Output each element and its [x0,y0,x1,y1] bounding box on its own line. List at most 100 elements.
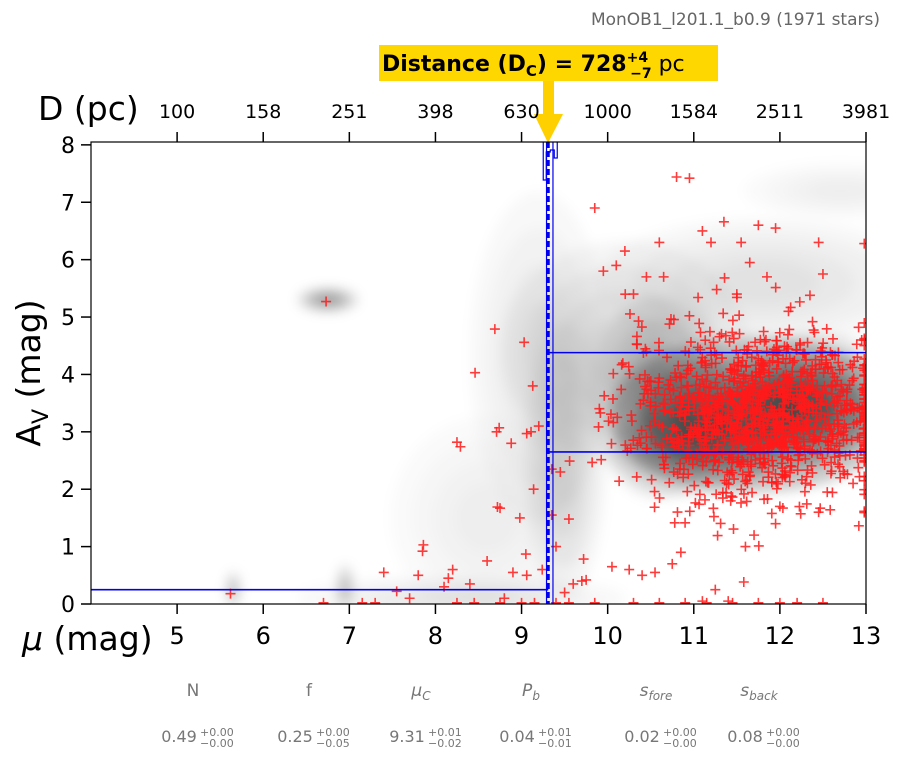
star-marker [811,416,822,427]
star-marker [718,216,729,227]
y-tick-label: 2 [61,478,75,503]
star-marker [830,381,841,392]
distance-label: Distance (DC) = 728+4 −7 pc [379,45,718,82]
star-marker [694,318,705,329]
param-minus: −0.05 [316,737,350,750]
top-tick-label: 100 [159,101,195,123]
star-marker [785,460,796,471]
param-name: sfore [640,681,673,703]
star-marker [770,282,781,293]
star-marker [817,269,828,279]
star-marker [671,172,682,183]
star-marker [729,474,740,485]
star-marker [724,374,735,385]
star-marker [692,429,703,440]
star-marker [777,441,787,452]
star-marker [825,362,836,373]
star-marker [633,316,644,327]
star-marker [470,367,481,378]
x-axis-label-unit: (mag) [54,619,153,658]
star-marker [805,479,816,490]
distance-plus: +4 [627,50,649,66]
star-marker [778,410,789,421]
star-marker [694,424,705,435]
star-marker [817,597,828,604]
star-marker [841,395,852,406]
star-marker [733,452,744,463]
star-marker [700,335,711,346]
star-marker [555,467,566,477]
density-blob [317,295,339,304]
star-marker [761,271,772,282]
star-marker [404,593,415,604]
star-marker [786,461,797,472]
param-plus: +0.00 [200,726,234,739]
star-marker [832,398,843,409]
star-marker [717,353,728,364]
star-marker [649,486,660,497]
param-value: 0.02 [624,727,660,746]
star-marker [753,540,764,551]
star-marker [814,388,825,399]
star-marker [589,597,600,604]
star-marker [658,406,669,417]
star-marker [859,370,866,381]
star-marker [699,407,710,418]
star-marker [715,518,726,529]
param-minus: −0.01 [538,737,572,750]
star-marker [736,411,747,422]
star-marker [791,442,802,453]
star-marker [818,367,829,378]
star-marker [701,440,712,451]
star-marker [619,246,630,257]
star-marker [777,503,788,514]
star-marker [674,391,685,402]
star-marker [794,389,805,400]
star-marker [599,390,610,401]
model-layer [91,142,866,604]
star-marker [841,434,852,445]
star-marker [321,296,332,307]
star-marker [739,432,750,443]
star-marker [827,368,838,379]
star-marker [771,483,782,494]
star-marker [767,455,778,466]
star-marker [682,380,693,391]
x-tick-label: 8 [428,622,443,650]
star-marker [749,530,760,541]
star-marker [736,237,747,248]
star-marker [639,369,650,380]
star-marker [743,341,754,352]
star-marker [628,435,639,446]
x-tick-label: 10 [592,622,623,650]
star-marker [718,444,729,455]
star-marker [717,449,728,460]
star-marker [744,257,755,268]
param-value: 0.49 [161,727,197,746]
star-marker [568,578,579,589]
star-marker [721,487,732,498]
star-marker [644,376,655,387]
star-marker [804,290,815,301]
star-marker [813,237,824,248]
star-marker [807,316,818,327]
star-marker [761,346,772,357]
star-marker [736,497,747,508]
star-marker [663,379,674,390]
star-marker [794,501,805,512]
star-marker [683,394,694,405]
top-tick-label: 251 [331,101,367,123]
star-marker [709,456,720,467]
star-marker [827,487,838,498]
star-marker [779,408,790,419]
star-marker [665,314,676,325]
star-marker [581,574,592,585]
star-marker [789,355,800,366]
star-marker [711,489,722,500]
star-marker [702,370,713,381]
star-marker [378,567,389,578]
star-marker [606,561,617,572]
star-marker [746,449,757,460]
chart-title: MonOB1_l201.1_b0.9 (1971 stars) [591,10,880,30]
star-marker [826,424,837,435]
